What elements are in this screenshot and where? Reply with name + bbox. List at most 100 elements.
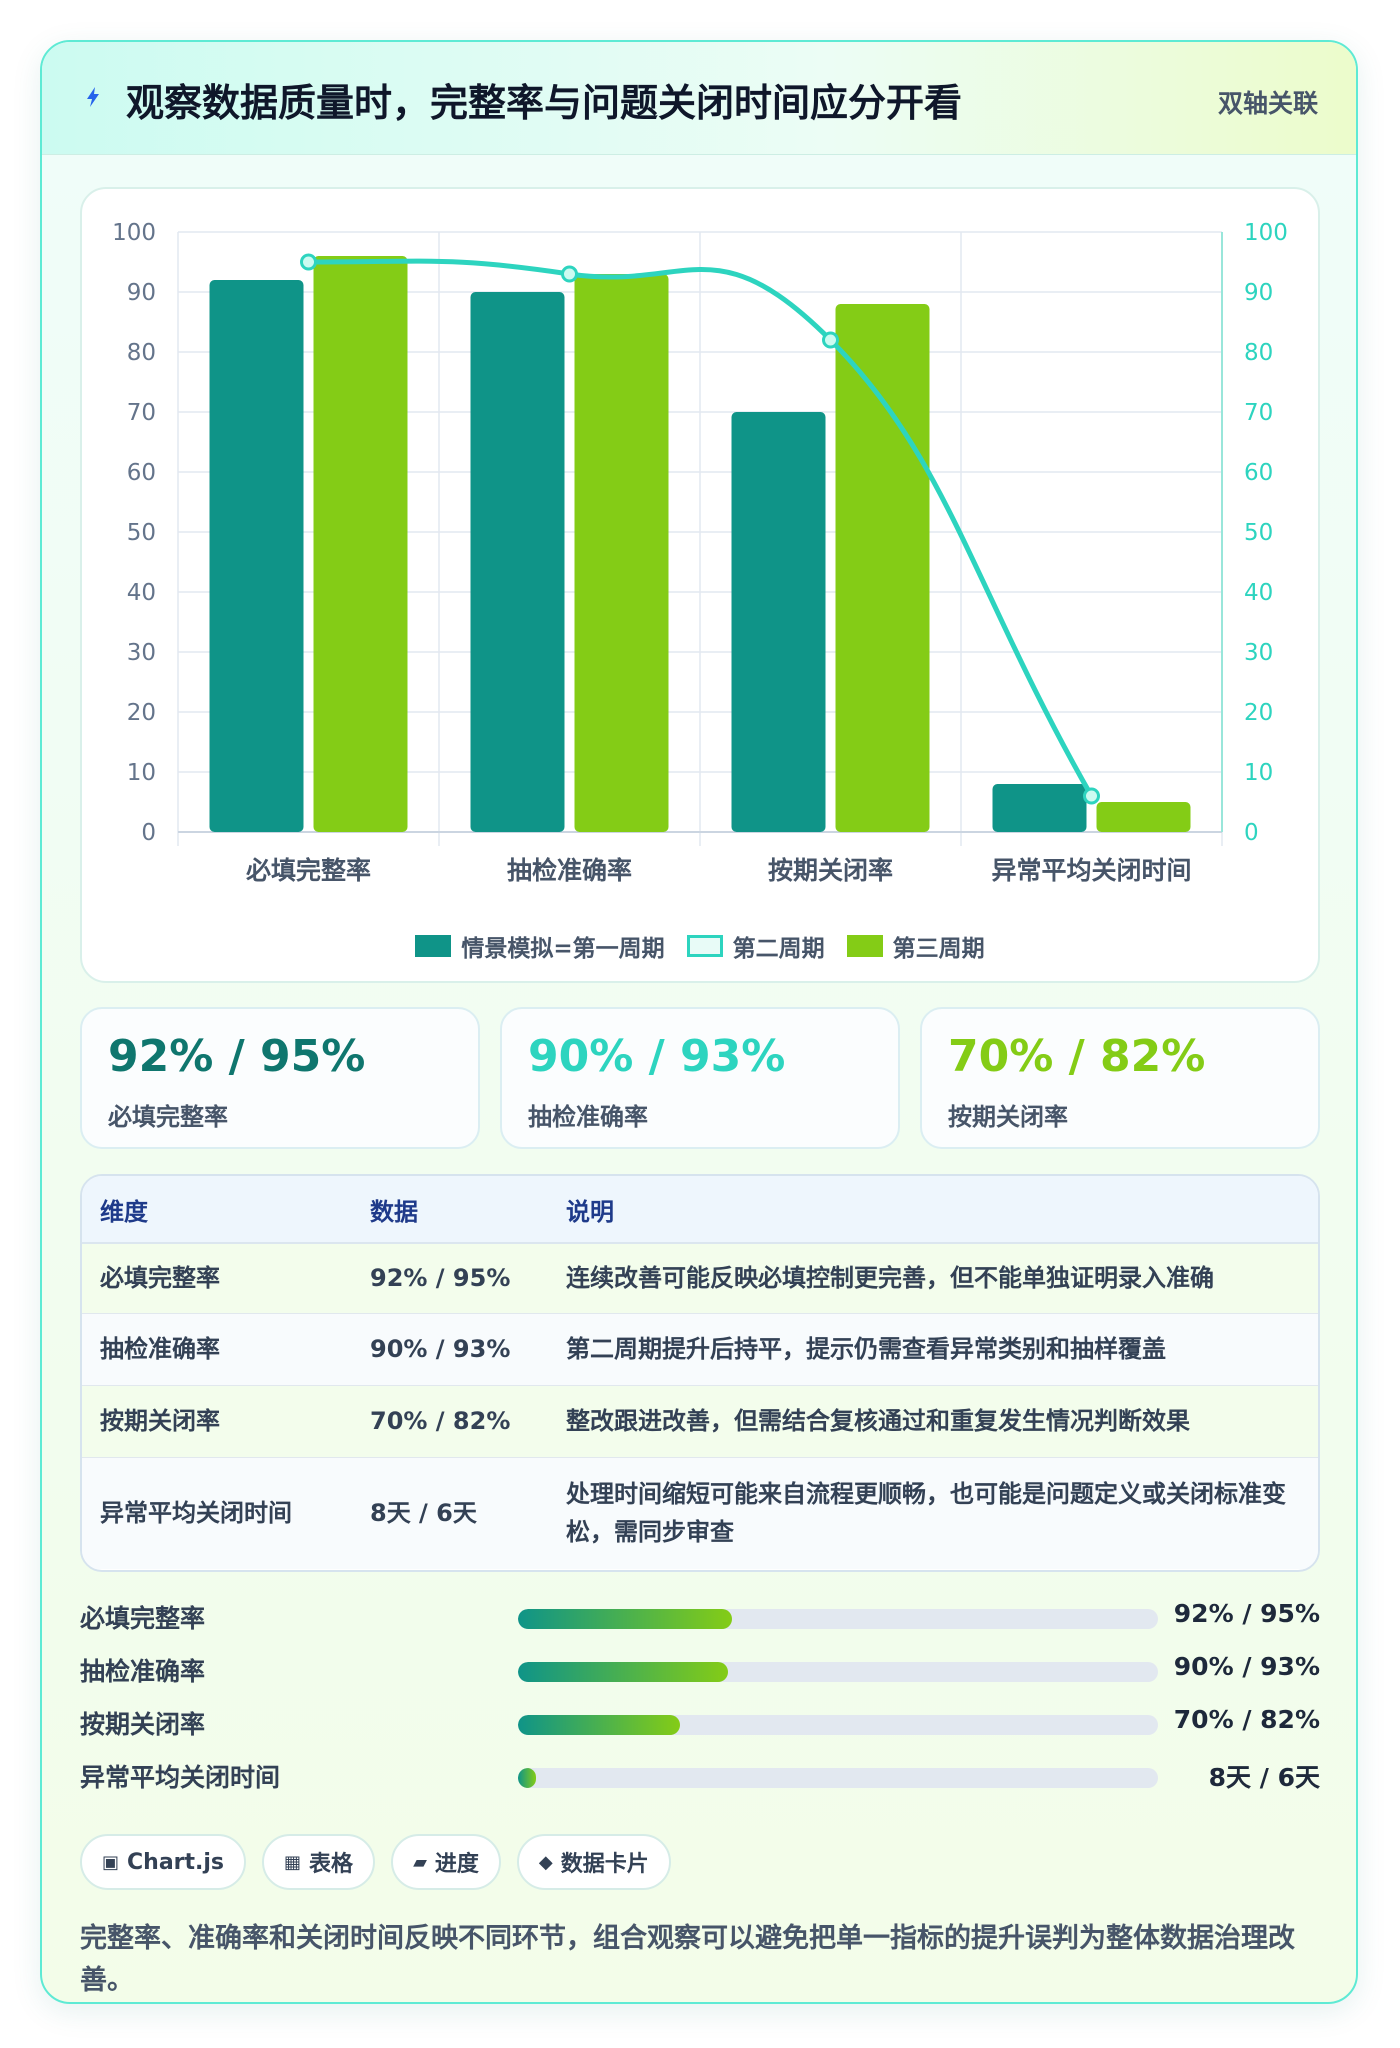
main-card: 观察数据质量时，完整率与问题关闭时间应分开看 双轴关联 0 0 10 10 20 20 30…: [40, 40, 1358, 2004]
stat-card: 90% / 93% 抽检准确率: [500, 1007, 900, 1149]
chart-legend: 情景模拟=第一周期 第二周期 第三周期: [82, 929, 1318, 963]
progress-icon: ▰: [413, 1851, 427, 1873]
progress-list: 必填完整率 92% / 95% 抽检准确率 90% / 93% 按期关闭率 70…: [80, 1597, 1320, 1807]
y2-tick-label: 80: [1244, 340, 1273, 366]
y2-tick-label: 50: [1244, 520, 1273, 546]
stat-value: 70% / 82%: [948, 1031, 1206, 1082]
y-tick-label: 100: [112, 220, 156, 246]
card-icon: ◆: [538, 1851, 553, 1873]
y-tick-label: 50: [127, 520, 156, 546]
progress-fill: [518, 1768, 536, 1788]
chip-chartjs[interactable]: ▣ Chart.js: [80, 1834, 247, 1890]
progress-track: [518, 1768, 1158, 1788]
progress-row: 按期关闭率 70% / 82%: [80, 1703, 1320, 1743]
legend-item-series-2[interactable]: 第二周期: [686, 929, 825, 963]
bar: [992, 784, 1087, 832]
legend-label: 第二周期: [732, 936, 825, 962]
progress-value: 8天 / 6天: [1208, 1763, 1320, 1792]
bar: [574, 274, 669, 832]
x-tick-label: 按期关闭率: [768, 856, 893, 885]
y2-tick-label: 0: [1244, 820, 1259, 846]
bar: [209, 280, 304, 832]
progress-row: 必填完整率 92% / 95%: [80, 1597, 1320, 1637]
progress-value: 92% / 95%: [1173, 1599, 1320, 1628]
cell-data: 70% / 82%: [352, 1384, 548, 1457]
chip-row: ▣ Chart.js ▦ 表格 ▰ 进度 ◆ 数据卡片: [80, 1834, 671, 1890]
legend-swatch: [846, 935, 883, 957]
page-title: 观察数据质量时，完整率与问题关闭时间应分开看: [126, 81, 963, 125]
progress-label: 必填完整率: [80, 1604, 206, 1633]
y-tick-label: 90: [127, 280, 156, 306]
y-tick-label: 10: [127, 760, 156, 786]
bar: [731, 412, 826, 832]
legend-swatch: [415, 935, 452, 957]
line-point: [822, 331, 839, 349]
table-icon: ▦: [284, 1851, 302, 1873]
data-table: 维度 数据 说明 必填完整率 92% / 95% 连续改善可能反映必填控制更完善…: [80, 1174, 1320, 1572]
stat-card: 70% / 82% 按期关闭率: [920, 1007, 1320, 1149]
progress-label: 异常平均关闭时间: [80, 1763, 281, 1792]
y2-tick-label: 60: [1244, 460, 1273, 486]
progress-fill: [518, 1662, 728, 1682]
lightning-icon: [87, 87, 99, 107]
bar: [313, 256, 408, 832]
stat-value: 92% / 95%: [108, 1031, 366, 1082]
y2-tick-label: 90: [1244, 280, 1273, 306]
table-row: 按期关闭率 70% / 82% 整改跟进改善，但需结合复核通过和重复发生情况判断…: [82, 1384, 1318, 1457]
x-tick-label: 异常平均关闭时间: [991, 856, 1191, 885]
column-header: 说明: [548, 1176, 1318, 1244]
progress-row: 异常平均关闭时间 8天 / 6天: [80, 1756, 1320, 1796]
progress-fill: [518, 1715, 680, 1735]
cell-note: 处理时间缩短可能来自流程更顺畅，也可能是问题定义或关闭标准变松，需同步审查: [548, 1456, 1318, 1569]
table-header-row: 维度 数据 说明: [82, 1176, 1318, 1244]
footnote: 完整率、准确率和关闭时间反映不同环节，组合观察可以避免把单一指标的提升误判为整体…: [80, 1923, 1295, 1996]
progress-track: [518, 1662, 1158, 1682]
y2-tick-label: 10: [1244, 760, 1273, 786]
cell-note: 第二周期提升后持平，提示仍需查看异常类别和抽样覆盖: [548, 1312, 1318, 1385]
chip-progress[interactable]: ▰ 进度: [391, 1834, 501, 1890]
stat-label: 抽检准确率: [528, 1103, 648, 1131]
cell-note: 整改跟进改善，但需结合复核通过和重复发生情况判断效果: [548, 1384, 1318, 1457]
progress-label: 抽检准确率: [80, 1657, 206, 1686]
legend-item-series-3[interactable]: 第三周期: [846, 929, 985, 963]
chip-label: 表格: [309, 1852, 354, 1877]
cell-dimension: 按期关闭率: [82, 1384, 352, 1457]
chip-label: 进度: [434, 1852, 479, 1877]
chart-panel: 0 0 10 10 20 20 30 30 40 40 50 50 60 60 70 70 80 80 90 90 10…: [80, 187, 1320, 983]
y-tick-label: 40: [127, 580, 156, 606]
progress-value: 90% / 93%: [1173, 1652, 1320, 1681]
card-header: 观察数据质量时，完整率与问题关闭时间应分开看 双轴关联: [42, 42, 1356, 155]
cell-data: 92% / 95%: [352, 1242, 548, 1313]
x-tick-label: 必填完整率: [246, 856, 371, 885]
line-point: [300, 253, 317, 271]
legend-item-series-1[interactable]: 情景模拟=第一周期: [415, 929, 665, 963]
stat-value: 90% / 93%: [528, 1031, 786, 1082]
y2-tick-label: 100: [1244, 220, 1288, 246]
cell-data: 90% / 93%: [352, 1312, 548, 1385]
progress-row: 抽检准确率 90% / 93%: [80, 1650, 1320, 1690]
bar: [470, 292, 565, 832]
chart-icon: ▣: [102, 1851, 120, 1873]
y2-tick-label: 30: [1244, 640, 1273, 666]
cell-note: 连续改善可能反映必填控制更完善，但不能单独证明录入准确: [548, 1242, 1318, 1313]
y-tick-label: 30: [127, 640, 156, 666]
stat-label: 按期关闭率: [948, 1103, 1068, 1131]
table-row: 必填完整率 92% / 95% 连续改善可能反映必填控制更完善，但不能单独证明录…: [82, 1242, 1318, 1313]
line-point: [1083, 787, 1100, 805]
table-row: 抽检准确率 90% / 93% 第二周期提升后持平，提示仍需查看异常类别和抽样覆…: [82, 1312, 1318, 1385]
x-tick-label: 抽检准确率: [507, 856, 632, 885]
legend-swatch: [686, 935, 723, 957]
bar: [1096, 802, 1191, 832]
progress-track: [518, 1609, 1158, 1629]
stat-cards: 92% / 95% 必填完整率 90% / 93% 抽检准确率 70% / 82…: [80, 1007, 1320, 1149]
chip-table[interactable]: ▦ 表格: [262, 1834, 376, 1890]
y-tick-label: 60: [127, 460, 156, 486]
y-tick-label: 20: [127, 700, 156, 726]
cell-dimension: 必填完整率: [82, 1242, 352, 1313]
y-tick-label: 80: [127, 340, 156, 366]
chip-data-card[interactable]: ◆ 数据卡片: [516, 1834, 671, 1890]
progress-label: 按期关闭率: [80, 1710, 206, 1739]
line-point: [561, 265, 578, 283]
combo-chart: 0 0 10 10 20 20 30 30 40 40 50 50 60 60 70 70 80 80 90 90 10…: [112, 220, 1288, 885]
column-header: 维度: [82, 1176, 352, 1244]
